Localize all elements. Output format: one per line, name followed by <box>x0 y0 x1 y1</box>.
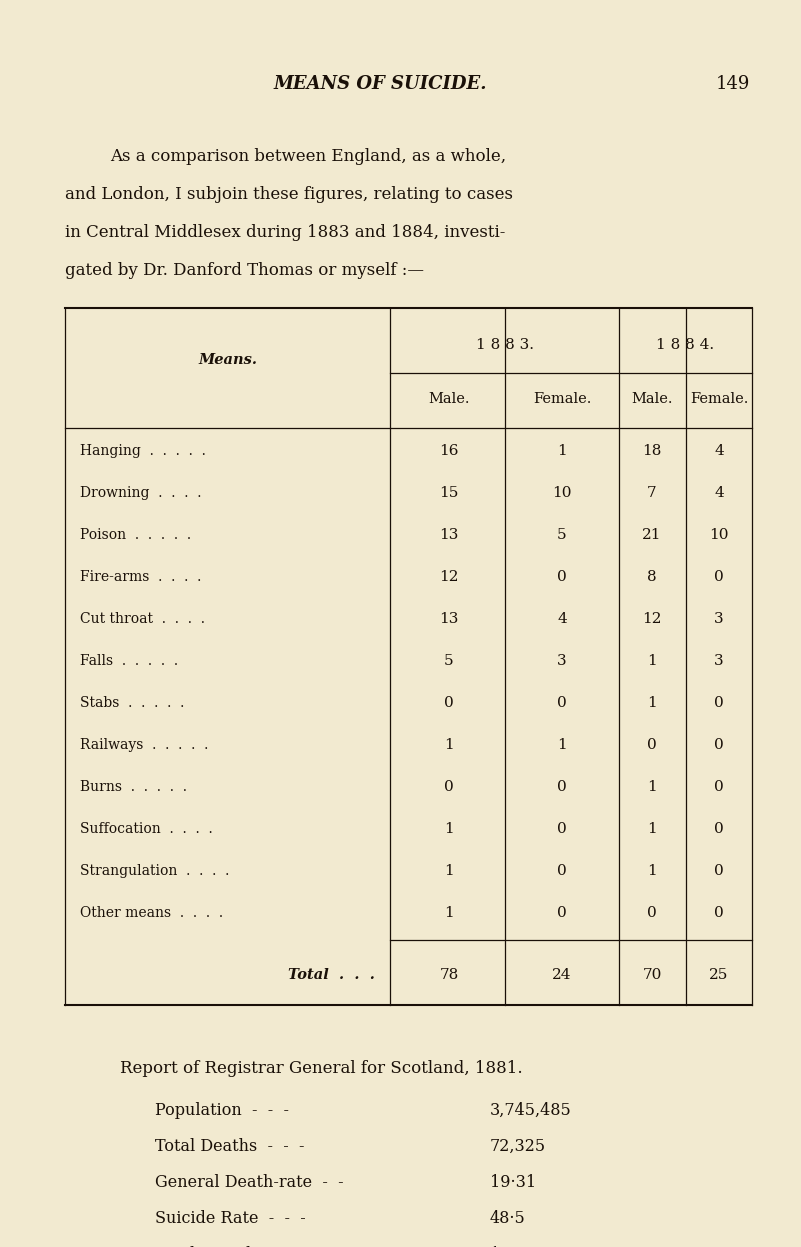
Text: Female.: Female. <box>690 392 748 407</box>
Text: Burns  .  .  .  .  .: Burns . . . . . <box>80 781 187 794</box>
Text: 1: 1 <box>647 822 657 835</box>
Text: 13: 13 <box>439 527 459 542</box>
Text: Female.: Female. <box>533 392 591 407</box>
Text: 1 8 8 4.: 1 8 8 4. <box>657 338 714 352</box>
Text: 1: 1 <box>647 781 657 794</box>
Text: 3: 3 <box>557 655 567 668</box>
Text: 10: 10 <box>552 486 572 500</box>
Text: Report of Registrar General for Scotland, 1881.: Report of Registrar General for Scotland… <box>120 1060 522 1077</box>
Text: 0: 0 <box>444 781 454 794</box>
Text: Strangulation  .  .  .  .: Strangulation . . . . <box>80 864 229 878</box>
Text: and London, I subjoin these figures, relating to cases: and London, I subjoin these figures, rel… <box>65 186 513 203</box>
Text: 70: 70 <box>642 968 662 981</box>
Text: 0: 0 <box>647 907 657 920</box>
Text: Suicide Rate  -  -  -: Suicide Rate - - - <box>155 1210 306 1227</box>
Text: 48·5: 48·5 <box>490 1210 525 1227</box>
Text: 4: 4 <box>557 612 567 626</box>
Text: Hanging  .  .  .  .  .: Hanging . . . . . <box>80 444 206 458</box>
Text: 0: 0 <box>557 822 567 835</box>
Text: Means.: Means. <box>198 353 257 367</box>
Text: 5: 5 <box>557 527 567 542</box>
Text: 12: 12 <box>439 570 459 584</box>
Text: 4: 4 <box>714 444 724 458</box>
Text: 1: 1 <box>444 907 454 920</box>
Text: 0: 0 <box>714 738 724 752</box>
Text: 0: 0 <box>444 696 454 710</box>
Text: General Death-rate  -  -: General Death-rate - - <box>155 1173 344 1191</box>
Text: 1: 1 <box>444 864 454 878</box>
Text: Total Deaths  -  -  -: Total Deaths - - - <box>155 1139 304 1155</box>
Text: Cut throat  .  .  .  .: Cut throat . . . . <box>80 612 205 626</box>
Text: 18: 18 <box>642 444 662 458</box>
Text: 1: 1 <box>444 738 454 752</box>
Text: 8: 8 <box>647 570 657 584</box>
Text: Suffocation  .  .  .  .: Suffocation . . . . <box>80 822 213 835</box>
Text: 1: 1 <box>647 864 657 878</box>
Text: 5: 5 <box>445 655 454 668</box>
Text: 1: 1 <box>557 444 567 458</box>
Text: 16: 16 <box>439 444 459 458</box>
Text: 15: 15 <box>439 486 459 500</box>
Text: Stabs  .  .  .  .  .: Stabs . . . . . <box>80 696 184 710</box>
Text: 0: 0 <box>647 738 657 752</box>
Text: MEANS OF SUICIDE.: MEANS OF SUICIDE. <box>273 75 487 94</box>
Text: Male.: Male. <box>631 392 673 407</box>
Text: Population  -  -  -: Population - - - <box>155 1102 289 1119</box>
Text: Total  .  .  .: Total . . . <box>288 968 375 981</box>
Text: 0: 0 <box>557 781 567 794</box>
Text: in Central Middlesex during 1883 and 1884, investi-: in Central Middlesex during 1883 and 188… <box>65 224 505 241</box>
Text: Drowning  .  .  .  .: Drowning . . . . <box>80 486 202 500</box>
Text: 0: 0 <box>557 570 567 584</box>
Text: Fire-arms  .  .  .  .: Fire-arms . . . . <box>80 570 201 584</box>
Text: 1: 1 <box>557 738 567 752</box>
Text: Other means  .  .  .  .: Other means . . . . <box>80 907 223 920</box>
Text: gated by Dr. Danford Thomas or myself :—: gated by Dr. Danford Thomas or myself :— <box>65 262 424 279</box>
Text: 3: 3 <box>714 612 724 626</box>
Text: 78: 78 <box>440 968 459 981</box>
Text: 10: 10 <box>709 527 729 542</box>
Text: 0: 0 <box>557 907 567 920</box>
Text: 1: 1 <box>444 822 454 835</box>
Text: 12: 12 <box>642 612 662 626</box>
Text: Male.: Male. <box>429 392 469 407</box>
Text: 25: 25 <box>710 968 729 981</box>
Text: 0: 0 <box>714 570 724 584</box>
Text: 149: 149 <box>715 75 750 94</box>
Text: 0: 0 <box>557 696 567 710</box>
Text: 1: 1 <box>647 655 657 668</box>
Text: 3: 3 <box>714 655 724 668</box>
Text: 13: 13 <box>439 612 459 626</box>
Text: 21: 21 <box>642 527 662 542</box>
Text: 0: 0 <box>714 864 724 878</box>
Text: 1: 1 <box>647 696 657 710</box>
Text: 19·31: 19·31 <box>490 1173 536 1191</box>
Text: 7: 7 <box>647 486 657 500</box>
Text: Poison  .  .  .  .  .: Poison . . . . . <box>80 527 191 542</box>
Text: 1 8 8 3.: 1 8 8 3. <box>476 338 533 352</box>
Text: 24: 24 <box>552 968 572 981</box>
Text: 0: 0 <box>714 822 724 835</box>
Text: 72,325: 72,325 <box>490 1139 546 1155</box>
Text: 3,745,485: 3,745,485 <box>490 1102 572 1119</box>
Text: As a comparison between England, as a whole,: As a comparison between England, as a wh… <box>110 148 506 165</box>
Text: 0: 0 <box>557 864 567 878</box>
Text: 4: 4 <box>714 486 724 500</box>
Text: 0: 0 <box>714 781 724 794</box>
Text: 0: 0 <box>714 696 724 710</box>
Text: Falls  .  .  .  .  .: Falls . . . . . <box>80 655 178 668</box>
Text: 0: 0 <box>714 907 724 920</box>
Text: Railways  .  .  .  .  .: Railways . . . . . <box>80 738 208 752</box>
